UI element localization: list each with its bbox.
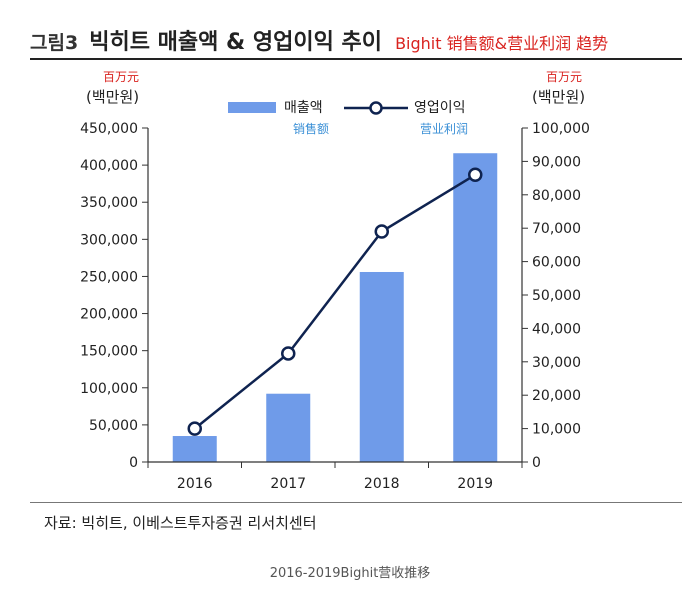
line-point-2016: [187, 421, 202, 436]
left-tick-label: 200,000: [80, 307, 138, 323]
bar-2016: [172, 436, 217, 462]
legend-line-swatch: [344, 101, 408, 115]
left-tick-label: 450,000: [80, 121, 138, 137]
operating-profit-line: [193, 173, 476, 430]
x-tick-label: 2018: [364, 476, 400, 492]
left-tick-label: 400,000: [80, 158, 138, 174]
left-unit-label: (백만원): [86, 88, 140, 106]
legend-bar-swatch: [228, 102, 276, 113]
legend-line-label: 영업이익: [414, 100, 466, 116]
left-unit-translation: 百万元: [103, 70, 140, 84]
left-tick-label: 0: [129, 455, 138, 471]
right-tick-label: 60,000: [532, 255, 581, 271]
right-tick-label: 90,000: [532, 154, 581, 170]
right-tick-label: 70,000: [532, 221, 581, 237]
right-tick-label: 80,000: [532, 188, 581, 204]
x-tick-label: 2016: [177, 476, 213, 492]
right-tick-label: 20,000: [532, 388, 581, 404]
chart-title-row: 그림3 빅히트 매출액 & 영업이익 추이 Bighit 销售额&营业利润 趋势: [30, 24, 608, 56]
right-tick-label: 50,000: [532, 288, 581, 304]
right-unit-label: (백만원): [532, 88, 586, 106]
title-divider: [30, 58, 682, 60]
right-tick-label: 30,000: [532, 355, 581, 371]
bar-2017: [266, 393, 311, 462]
left-tick-label: 250,000: [80, 269, 138, 285]
chart-title: 빅히트 매출액 & 영업이익 추이: [89, 30, 382, 55]
right-tick-label: 100,000: [532, 121, 590, 137]
right-tick-label: 0: [532, 455, 541, 471]
right-unit-translation: 百万元: [546, 70, 583, 84]
combo-chart: 0 50,000 100,000 150,000 200,000 250,000 300,0…: [80, 121, 590, 492]
x-tick-label: 2017: [270, 476, 306, 492]
legend-bar-label: 매출액: [284, 100, 323, 116]
bar-2019: [453, 153, 498, 463]
source-note: 자료: 빅히트, 이베스트투자증권 리서치센터: [44, 514, 317, 532]
left-tick-label: 350,000: [80, 195, 138, 211]
left-tick-label: 50,000: [89, 418, 138, 434]
legend-line-translation: 营业利润: [420, 122, 469, 136]
right-tick-label: 10,000: [532, 422, 581, 438]
image-caption: 2016-2019Bighit营收推移: [269, 566, 431, 581]
left-tick-label: 300,000: [80, 232, 138, 248]
right-tick-label: 40,000: [532, 321, 581, 337]
left-tick-label: 150,000: [80, 344, 138, 360]
x-tick-label: 2019: [457, 476, 493, 492]
line-point-2018: [374, 224, 389, 239]
line-point-2019: [468, 167, 483, 183]
source-divider: [30, 502, 682, 503]
legend-bar-translation: 销售额: [293, 122, 330, 136]
bar-2018: [359, 271, 404, 462]
left-tick-label: 100,000: [80, 381, 138, 397]
figure-number: 그림3: [30, 32, 79, 54]
line-point-2017: [281, 346, 296, 361]
chart-title-translation: Bighit 销售额&营业利润 趋势: [395, 34, 609, 53]
